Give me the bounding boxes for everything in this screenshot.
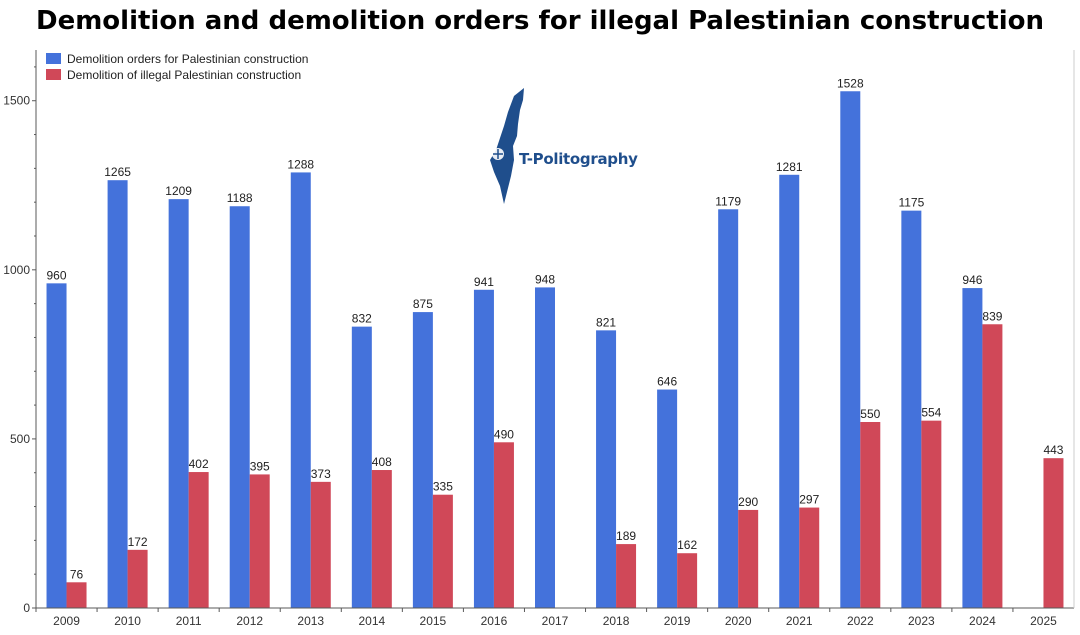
x-tick-label: 2013: [297, 614, 324, 628]
x-tick-label: 2012: [236, 614, 263, 628]
orders-bar: [657, 389, 678, 608]
y-tick-label: 1500: [3, 94, 30, 108]
demolitions-bar: [799, 507, 820, 608]
chart-area: Demolition orders for Palestinian constr…: [0, 46, 1080, 630]
orders-bar: [779, 174, 800, 608]
demolitions-bar: [432, 494, 453, 608]
demolitions-bar: [493, 442, 514, 608]
legend: Demolition orders for Palestinian constr…: [46, 52, 308, 82]
demolitions-value-label: 373: [311, 467, 331, 481]
x-tick-label: 2020: [725, 614, 752, 628]
x-tick-label: 2018: [603, 614, 630, 628]
orders-value-label: 1188: [227, 191, 253, 205]
x-tick-label: 2009: [53, 614, 80, 628]
orders-bar: [901, 210, 922, 609]
legend-swatch: [46, 53, 61, 64]
demolitions-bar: [860, 422, 881, 608]
logo: [484, 88, 624, 208]
x-tick-label: 2017: [542, 614, 569, 628]
demolitions-bar: [738, 509, 759, 608]
orders-bar: [962, 288, 983, 608]
orders-bar: [718, 209, 739, 608]
demolitions-bar: [982, 324, 1003, 608]
orders-bar: [290, 172, 311, 608]
israel-map-icon: [490, 88, 524, 204]
logo-text: T-Politography: [519, 150, 638, 168]
x-tick-label: 2024: [969, 614, 996, 628]
orders-bar: [351, 326, 372, 608]
orders-value-label: 948: [535, 272, 555, 286]
x-tick-label: 2025: [1030, 614, 1057, 628]
orders-bar: [168, 199, 189, 608]
orders-value-label: 875: [413, 297, 433, 311]
legend-label: Demolition orders for Palestinian constr…: [67, 52, 308, 66]
demolitions-bar: [371, 470, 392, 608]
demolitions-value-label: 408: [372, 455, 392, 469]
demolitions-value-label: 162: [677, 538, 697, 552]
demolitions-value-label: 839: [982, 309, 1002, 323]
demolitions-bar: [249, 474, 270, 608]
demolitions-value-label: 395: [250, 459, 270, 473]
orders-bar: [229, 206, 250, 609]
orders-value-label: 1209: [165, 184, 192, 198]
demolitions-bar: [310, 481, 331, 608]
demolitions-value-label: 172: [128, 535, 148, 549]
demolitions-value-label: 554: [921, 406, 941, 420]
x-tick-label: 2019: [664, 614, 691, 628]
data-labels-group: 960 76 1265 172 1209 402 1188 395 1288 373 832 408 8…: [47, 76, 1064, 581]
demolitions-value-label: 290: [738, 495, 758, 509]
orders-bar: [535, 287, 555, 608]
legend-swatch: [46, 69, 61, 80]
x-tick-label: 2011: [176, 614, 202, 628]
demolitions-bar: [921, 420, 942, 608]
orders-value-label: 1265: [104, 165, 131, 179]
x-tick-label: 2010: [114, 614, 141, 628]
orders-bar: [596, 330, 617, 608]
demolitions-bar: [66, 582, 87, 608]
orders-bar: [412, 312, 433, 608]
orders-bar: [46, 283, 67, 608]
demolitions-bar: [127, 549, 148, 608]
demolitions-value-label: 189: [616, 529, 636, 543]
orders-value-label: 821: [596, 315, 616, 329]
demolitions-value-label: 297: [799, 493, 819, 507]
x-tick-label: 2023: [908, 614, 935, 628]
demolitions-bar: [677, 553, 698, 608]
axes-group: 0 500 1000 1500 2009 2010 2011 2012 2013 2014 2015…: [3, 50, 1075, 628]
orders-bar: [473, 289, 494, 608]
orders-value-label: 960: [47, 268, 67, 282]
demolitions-bar: [1043, 458, 1064, 608]
demolitions-value-label: 335: [433, 480, 453, 494]
orders-value-label: 832: [352, 312, 372, 326]
demolitions-bar: [188, 472, 209, 608]
x-tick-label: 2022: [847, 614, 874, 628]
orders-value-label: 1179: [715, 194, 741, 208]
orders-value-label: 941: [474, 275, 494, 289]
bar-chart: Demolition orders for Palestinian constr…: [3, 50, 1075, 628]
x-tick-label: 2015: [420, 614, 447, 628]
demolitions-value-label: 76: [70, 567, 84, 581]
bars-group: [46, 91, 1064, 609]
orders-value-label: 946: [962, 273, 982, 287]
y-tick-label: 1000: [3, 263, 30, 277]
orders-value-label: 1288: [287, 157, 314, 171]
y-tick-label: 500: [10, 432, 30, 446]
x-tick-label: 2014: [358, 614, 385, 628]
orders-bar: [107, 180, 128, 608]
orders-value-label: 1281: [776, 160, 803, 174]
y-tick-label: 0: [23, 601, 30, 615]
orders-value-label: 646: [657, 375, 677, 389]
demolitions-bar: [616, 544, 637, 608]
demolitions-value-label: 443: [1043, 443, 1063, 457]
demolitions-value-label: 402: [189, 457, 209, 471]
legend-label: Demolition of illegal Palestinian constr…: [67, 68, 301, 82]
orders-value-label: 1175: [898, 196, 924, 210]
demolitions-value-label: 550: [860, 407, 880, 421]
chart-title: Demolition and demolition orders for ill…: [35, 6, 1045, 36]
demolitions-value-label: 490: [494, 427, 514, 441]
orders-bar: [840, 91, 861, 608]
orders-value-label: 1528: [837, 76, 864, 90]
x-tick-label: 2016: [481, 614, 508, 628]
x-tick-label: 2021: [786, 614, 813, 628]
